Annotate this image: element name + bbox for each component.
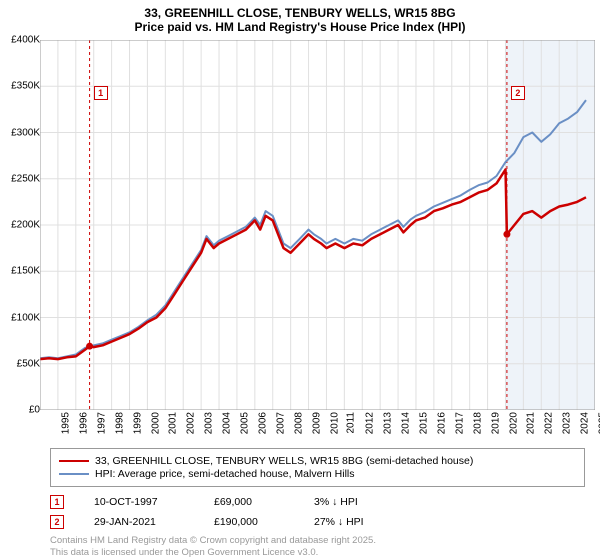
x-axis-label: 2015 bbox=[418, 412, 429, 434]
event-date: 29-JAN-2021 bbox=[94, 516, 214, 528]
x-axis-label: 2019 bbox=[490, 412, 501, 434]
legend-label: HPI: Average price, semi-detached house,… bbox=[95, 468, 355, 480]
x-axis-label: 2013 bbox=[383, 412, 394, 434]
x-axis-label: 2007 bbox=[275, 412, 286, 434]
y-axis-label: £300K bbox=[11, 127, 40, 138]
legend-swatch bbox=[59, 473, 89, 475]
x-axis-label: 2018 bbox=[472, 412, 483, 434]
event-date: 10-OCT-1997 bbox=[94, 496, 214, 508]
event-table: 1 10-OCT-1997 £69,000 3% ↓ HPI 2 29-JAN-… bbox=[50, 492, 414, 532]
event-row: 1 10-OCT-1997 £69,000 3% ↓ HPI bbox=[50, 492, 414, 512]
footer: Contains HM Land Registry data © Crown c… bbox=[50, 535, 376, 558]
footer-line-1: Contains HM Land Registry data © Crown c… bbox=[50, 535, 376, 546]
x-axis-label: 2010 bbox=[329, 412, 340, 434]
x-axis-label: 1997 bbox=[96, 412, 107, 434]
y-axis-label: £200K bbox=[11, 220, 40, 231]
y-axis-label: £0 bbox=[29, 405, 40, 416]
x-axis-label: 2023 bbox=[562, 412, 573, 434]
legend: 33, GREENHILL CLOSE, TENBURY WELLS, WR15… bbox=[50, 448, 585, 487]
event-pct: 27% ↓ HPI bbox=[314, 516, 414, 528]
chart-marker: 2 bbox=[511, 86, 525, 100]
x-axis-label: 2001 bbox=[168, 412, 179, 434]
y-axis-label: £150K bbox=[11, 266, 40, 277]
x-axis-label: 2003 bbox=[203, 412, 214, 434]
y-axis-label: £350K bbox=[11, 81, 40, 92]
legend-item: HPI: Average price, semi-detached house,… bbox=[59, 468, 576, 480]
x-axis-label: 2011 bbox=[346, 412, 357, 434]
x-axis-label: 2002 bbox=[186, 412, 197, 434]
x-axis-label: 1995 bbox=[60, 412, 71, 434]
x-axis-label: 2000 bbox=[150, 412, 161, 434]
y-axis-label: £50K bbox=[17, 358, 40, 369]
x-axis-label: 2004 bbox=[221, 412, 232, 434]
x-axis-label: 2008 bbox=[293, 412, 304, 434]
event-pct: 3% ↓ HPI bbox=[314, 496, 414, 508]
x-axis-label: 2012 bbox=[365, 412, 376, 434]
y-axis-label: £400K bbox=[11, 35, 40, 46]
event-price: £190,000 bbox=[214, 516, 314, 528]
x-axis-label: 1999 bbox=[132, 412, 143, 434]
event-marker: 2 bbox=[50, 515, 64, 529]
y-axis-label: £100K bbox=[11, 312, 40, 323]
y-axis-label: £250K bbox=[11, 173, 40, 184]
legend-item: 33, GREENHILL CLOSE, TENBURY WELLS, WR15… bbox=[59, 455, 576, 467]
event-price: £69,000 bbox=[214, 496, 314, 508]
x-axis-label: 2005 bbox=[239, 412, 250, 434]
title-line-2: Price paid vs. HM Land Registry's House … bbox=[0, 20, 600, 34]
x-axis-label: 2016 bbox=[436, 412, 447, 434]
x-axis-label: 2006 bbox=[257, 412, 268, 434]
footer-line-2: This data is licensed under the Open Gov… bbox=[50, 547, 376, 558]
legend-label: 33, GREENHILL CLOSE, TENBURY WELLS, WR15… bbox=[95, 455, 473, 467]
x-axis-label: 2020 bbox=[508, 412, 519, 434]
chart-title: 33, GREENHILL CLOSE, TENBURY WELLS, WR15… bbox=[0, 0, 600, 36]
chart-marker: 1 bbox=[94, 86, 108, 100]
x-axis-label: 2017 bbox=[454, 412, 465, 434]
x-axis-label: 2014 bbox=[400, 412, 411, 434]
x-axis-label: 2009 bbox=[311, 412, 322, 434]
x-axis-label: 1996 bbox=[78, 412, 89, 434]
x-axis-label: 2022 bbox=[544, 412, 555, 434]
x-axis-label: 2024 bbox=[579, 412, 590, 434]
x-axis-label: 2021 bbox=[526, 412, 537, 434]
event-marker: 1 bbox=[50, 495, 64, 509]
title-line-1: 33, GREENHILL CLOSE, TENBURY WELLS, WR15… bbox=[0, 6, 600, 20]
event-row: 2 29-JAN-2021 £190,000 27% ↓ HPI bbox=[50, 512, 414, 532]
legend-swatch bbox=[59, 460, 89, 462]
x-axis-label: 1998 bbox=[114, 412, 125, 434]
